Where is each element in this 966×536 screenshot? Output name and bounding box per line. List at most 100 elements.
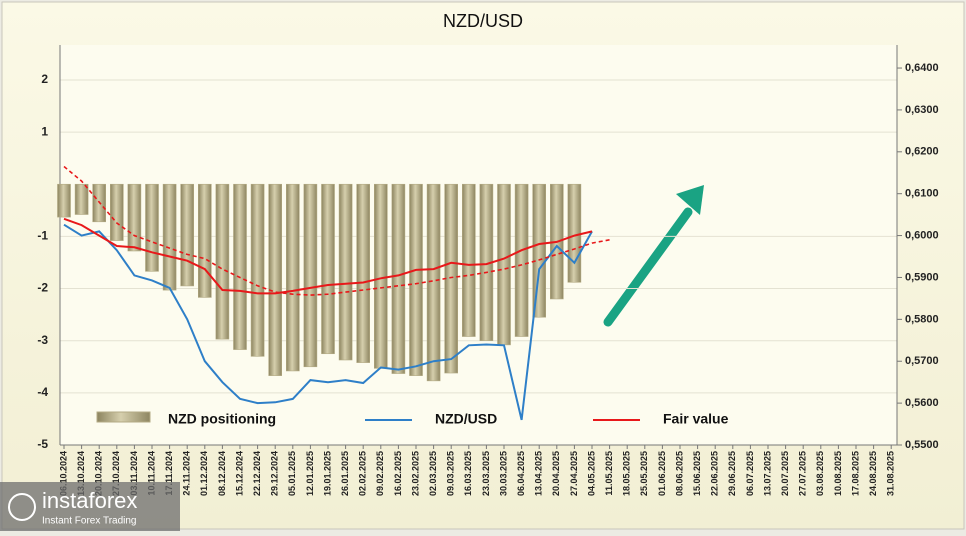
- brand-name: instaforex: [42, 488, 137, 513]
- bar: [250, 183, 265, 357]
- x-tick-label: 13.07.2025: [762, 451, 772, 496]
- chart-title: NZD/USD: [443, 11, 523, 31]
- x-tick-label: 15.06.2025: [692, 451, 702, 496]
- y2-tick-label: 0,5500: [905, 439, 939, 451]
- x-tick-label: 15.12.2024: [234, 451, 244, 496]
- bar: [74, 183, 89, 215]
- bar: [409, 183, 423, 376]
- x-tick-label: 10.08.2025: [833, 451, 843, 496]
- x-tick-label: 30.03.2025: [498, 451, 508, 496]
- x-tick-label: 27.10.2024: [111, 451, 121, 496]
- line: [63, 223, 593, 421]
- bar: [497, 183, 511, 346]
- y2-tick-label: 0,5800: [905, 313, 939, 325]
- x-tick-label: 20.07.2025: [780, 451, 790, 496]
- x-tick-label: 03.11.2024: [129, 451, 139, 496]
- x-tick-label: 31.08.2025: [886, 451, 896, 496]
- bar: [57, 183, 71, 218]
- x-tick-label: 09.02.2025: [375, 451, 385, 496]
- watermark-bg: [0, 482, 180, 531]
- y-tick-label: -1: [37, 229, 48, 243]
- y-tick-label: -5: [37, 437, 48, 451]
- x-tick-label: 23.02.2025: [410, 451, 420, 496]
- x-tick-label: 24.11.2024: [182, 451, 192, 496]
- y2-tick-label: 0,6400: [905, 62, 939, 74]
- y2-tick-label: 0,5900: [905, 271, 939, 283]
- x-tick-label: 27.04.2025: [569, 451, 579, 496]
- bar: [514, 183, 529, 337]
- x-tick-label: 16.02.2025: [393, 451, 403, 496]
- y2-tick-label: 0,6000: [905, 229, 939, 241]
- bar: [461, 183, 476, 337]
- arrow: [603, 207, 693, 327]
- x-tick-label: 22.06.2025: [710, 451, 720, 496]
- y2-tick-label: 0,6200: [905, 146, 939, 158]
- line: [63, 217, 593, 295]
- x-tick-label: 08.12.2024: [217, 451, 227, 496]
- x-tick-label: 27.07.2025: [798, 451, 808, 496]
- legend-label: NZD/USD: [435, 411, 497, 427]
- legend-swatch: [96, 411, 151, 423]
- x-tick-label: 12.01.2025: [305, 451, 315, 496]
- x-tick-label: 29.12.2024: [270, 451, 280, 496]
- x-tick-label: 10.11.2024: [146, 451, 156, 496]
- bar: [321, 183, 335, 355]
- x-tick-label: 09.03.2025: [446, 451, 456, 496]
- bar: [356, 183, 371, 363]
- y-tick-label: 1: [41, 124, 48, 138]
- bar: [198, 183, 212, 298]
- bar: [303, 183, 318, 368]
- x-tick-label: 25.05.2025: [639, 451, 649, 496]
- bar: [391, 183, 406, 374]
- y2-tick-label: 0,5600: [905, 397, 939, 409]
- bar: [285, 183, 300, 372]
- bar: [338, 183, 353, 361]
- x-tick-label: 18.05.2025: [622, 451, 632, 496]
- x-tick-label: 08.06.2025: [674, 451, 684, 496]
- y-tick-label: -2: [37, 281, 48, 295]
- y-tick-label: -3: [37, 333, 48, 347]
- x-tick-label: 04.05.2025: [586, 451, 596, 496]
- x-tick-label: 16.03.2025: [463, 451, 473, 496]
- bar: [215, 183, 230, 340]
- arrow-head: [676, 185, 704, 215]
- brand-tagline: Instant Forex Trading: [42, 516, 137, 527]
- y-tick-label: -4: [37, 385, 48, 399]
- y-tick-label: 2: [41, 72, 48, 86]
- bar: [110, 183, 124, 241]
- x-tick-label: 01.06.2025: [657, 451, 667, 496]
- line: [63, 165, 610, 296]
- x-tick-label: 02.02.2025: [358, 451, 368, 496]
- x-tick-label: 11.05.2025: [604, 451, 614, 496]
- x-tick-label: 20.04.2025: [551, 451, 561, 496]
- x-tick-label: 05.01.2025: [287, 451, 297, 496]
- legend-label: NZD positioning: [168, 411, 276, 427]
- bar: [268, 183, 283, 376]
- x-tick-label: 23.03.2025: [481, 451, 491, 496]
- x-tick-label: 06.07.2025: [745, 451, 755, 496]
- x-tick-label: 17.11.2024: [164, 451, 174, 496]
- bar: [426, 183, 441, 382]
- x-tick-label: 06.10.2024: [58, 451, 68, 496]
- logo: [8, 493, 36, 521]
- x-tick-label: 02.03.2025: [428, 451, 438, 496]
- x-tick-label: 24.08.2025: [868, 451, 878, 496]
- bar: [233, 183, 247, 350]
- bar: [567, 183, 582, 283]
- bar: [162, 183, 177, 291]
- x-tick-label: 17.08.2025: [850, 451, 860, 496]
- legend-label: Fair value: [663, 411, 729, 427]
- x-tick-label: 29.06.2025: [727, 451, 737, 496]
- y2-tick-label: 0,6100: [905, 188, 939, 200]
- bar: [127, 183, 142, 252]
- bar: [444, 183, 459, 374]
- x-tick-label: 01.12.2024: [199, 451, 209, 496]
- y2-tick-label: 0,5700: [905, 355, 939, 367]
- bar: [145, 183, 159, 272]
- x-tick-label: 06.04.2025: [516, 451, 526, 496]
- x-tick-label: 26.01.2025: [340, 451, 350, 496]
- x-tick-label: 19.01.2025: [322, 451, 332, 496]
- x-tick-label: 13.10.2024: [76, 451, 86, 496]
